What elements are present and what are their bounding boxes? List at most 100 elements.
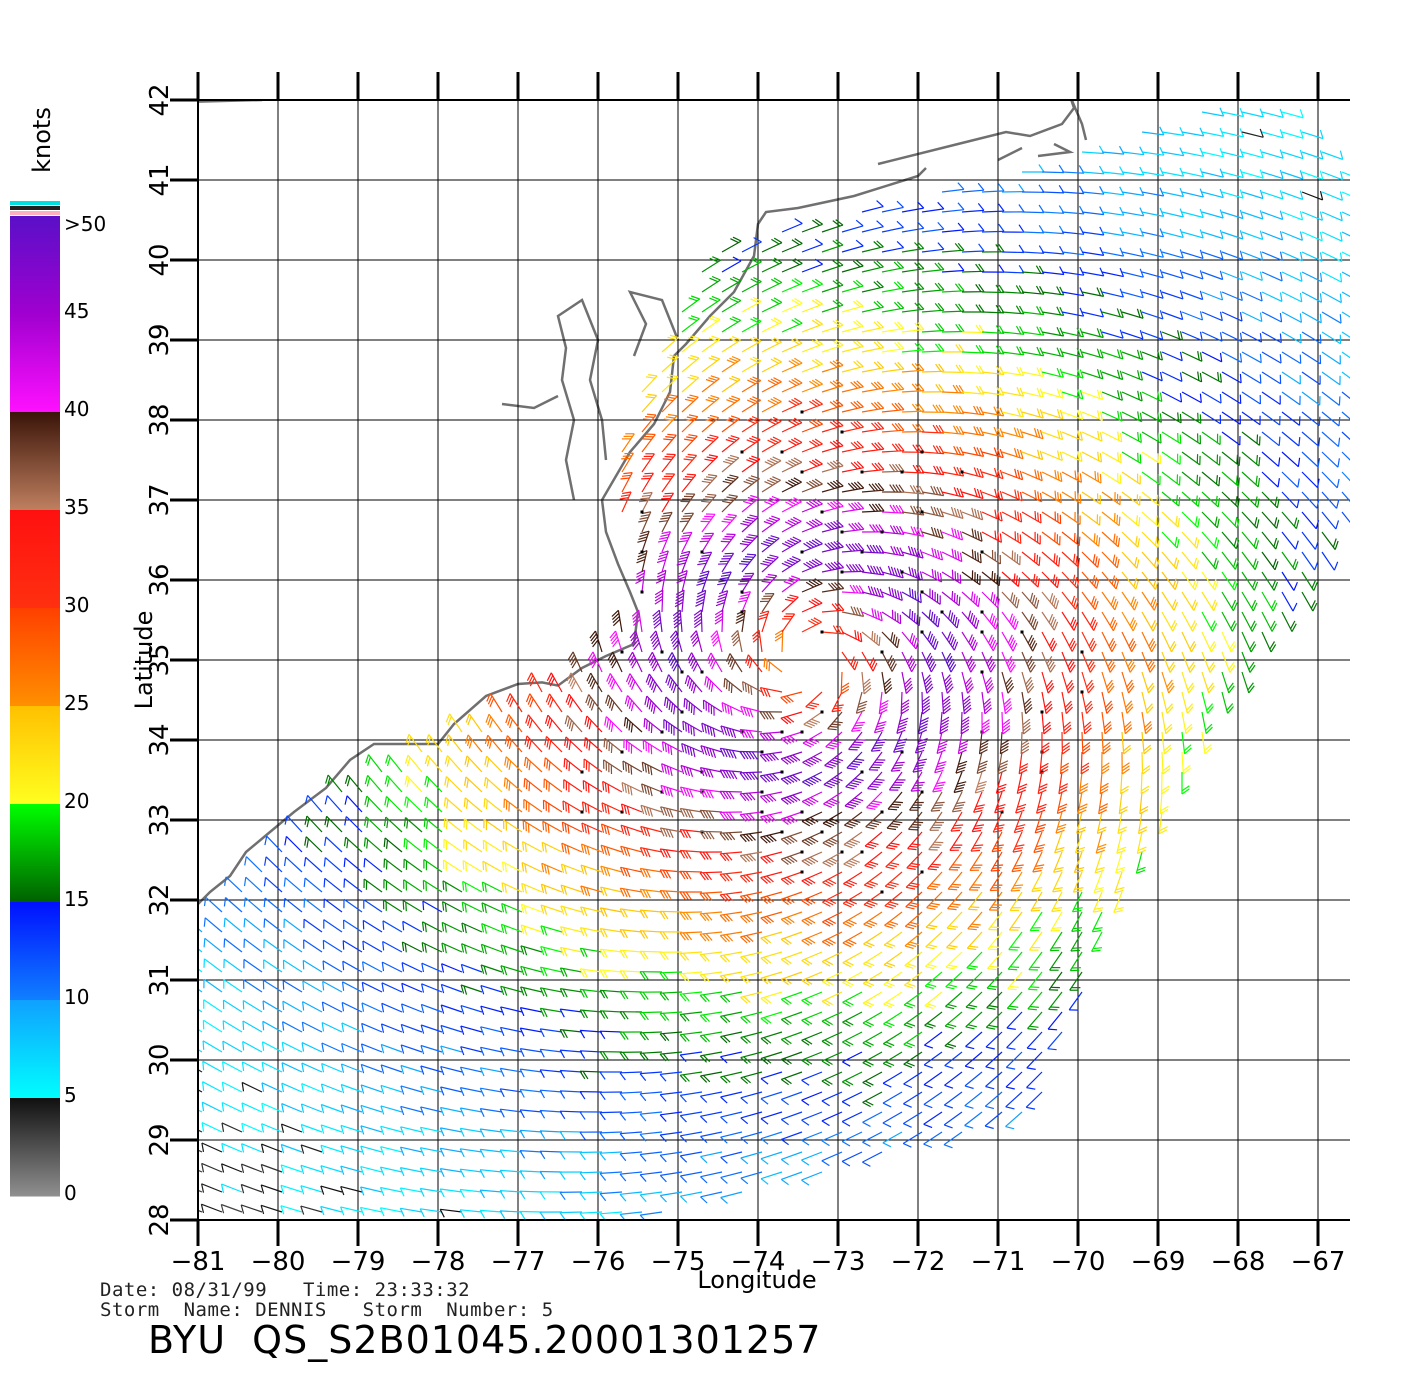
wind-barb — [841, 440, 864, 453]
wind-barb — [761, 573, 778, 593]
wind-barb — [361, 1002, 383, 1013]
wind-barb — [302, 959, 323, 973]
wind-barb — [639, 1031, 663, 1041]
wind-barb — [710, 630, 723, 653]
wind-barb — [364, 795, 383, 813]
wind-barb — [901, 201, 925, 213]
x-tick-label: −71 — [971, 1247, 1026, 1277]
wind-barb — [700, 1151, 723, 1164]
wind-barbs — [198, 107, 1350, 1220]
wind-barb — [923, 1071, 943, 1089]
wind-barb — [934, 751, 947, 774]
wind-barb — [1301, 291, 1323, 303]
wind-barb — [243, 876, 263, 893]
wind-barb — [699, 851, 723, 860]
wind-barb — [661, 354, 679, 373]
wind-barb — [1121, 431, 1142, 444]
wind-barb — [961, 446, 985, 457]
wind-barb — [665, 674, 683, 694]
wind-barb — [721, 435, 740, 453]
wind-barb — [802, 771, 823, 787]
wind-barb — [1061, 287, 1085, 297]
wind-barb — [539, 1191, 563, 1200]
wind-barb — [718, 552, 735, 573]
wind-barb — [443, 796, 463, 813]
wind-barb — [1241, 651, 1256, 673]
wind-barb — [801, 278, 823, 293]
y-tick-label: 39 — [145, 323, 175, 356]
wind-barb — [400, 1126, 423, 1136]
wind-barb — [1081, 631, 1097, 652]
wind-barb — [821, 1091, 843, 1107]
wind-barb — [1021, 711, 1031, 735]
wind-barb — [1081, 348, 1104, 359]
wind-barb — [669, 630, 683, 653]
wind-barb — [639, 971, 663, 980]
wind-barb — [882, 1131, 903, 1148]
wind-barb — [890, 750, 905, 772]
wind-barb — [759, 791, 783, 804]
wind-barb — [739, 790, 764, 802]
wind-barb — [599, 1131, 623, 1141]
wind-barb — [1341, 371, 1350, 379]
wind-barb — [444, 776, 463, 793]
wind-barb — [881, 463, 905, 473]
wind-barb — [841, 340, 864, 353]
wind-barb — [964, 1111, 983, 1129]
wind-barb — [994, 791, 1006, 814]
wind-barb — [639, 909, 663, 919]
wind-barb — [1026, 1051, 1043, 1070]
wind-barb — [1092, 891, 1104, 913]
wind-barb — [641, 761, 663, 776]
wind-barb — [1021, 591, 1040, 609]
wind-barb — [968, 871, 983, 891]
wind-barb — [300, 1103, 323, 1113]
wind-barb — [721, 454, 740, 473]
wind-barb — [1181, 611, 1198, 632]
wind-barb — [1141, 289, 1164, 299]
wind-barb — [198, 1109, 203, 1113]
wind-barb — [845, 770, 864, 790]
wind-barb — [821, 319, 844, 333]
wind-barb — [379, 1186, 403, 1197]
wind-barb — [460, 963, 483, 974]
wind-barb — [739, 891, 763, 904]
wind-barb — [901, 526, 925, 537]
wind-barb — [198, 1028, 203, 1033]
wind-barb — [399, 1146, 423, 1156]
wind-barb — [863, 890, 884, 909]
wind-barb — [1341, 351, 1350, 359]
wind-barb — [460, 1025, 483, 1035]
wind-barb — [761, 396, 782, 413]
wind-barb — [504, 756, 523, 773]
wind-barb — [679, 849, 703, 860]
wind-barb — [1081, 531, 1101, 547]
legend-band — [10, 902, 60, 1001]
wind-barb — [439, 1208, 463, 1218]
wind-barb — [1161, 391, 1183, 403]
wind-barb — [1121, 207, 1145, 217]
wind-barb — [631, 609, 643, 633]
wind-barb — [821, 602, 845, 613]
wind-barb — [966, 931, 983, 951]
wind-barb — [821, 1151, 843, 1167]
wind-barb — [886, 811, 903, 831]
wind-barb — [640, 804, 663, 817]
wind-barb — [1081, 451, 1103, 463]
wind-barb — [1141, 471, 1161, 486]
wind-barb — [900, 691, 910, 715]
wind-barb — [599, 1010, 623, 1020]
wind-barb — [383, 837, 403, 853]
wind-barb — [1161, 431, 1182, 445]
wind-barb — [941, 263, 965, 273]
wind-barb — [679, 911, 703, 921]
wind-barb — [443, 838, 463, 853]
wind-barb — [965, 971, 983, 990]
wind-barb — [1121, 370, 1143, 381]
wind-barb — [1101, 451, 1122, 464]
wind-barb — [542, 820, 563, 834]
wind-barb — [1093, 871, 1105, 894]
wind-barb — [420, 1044, 443, 1055]
wind-barb — [643, 717, 664, 734]
wind-barb — [821, 1111, 843, 1127]
